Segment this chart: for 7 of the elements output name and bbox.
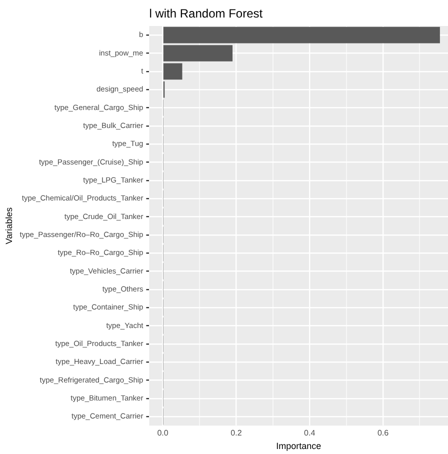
x-tick-label: 0.2 (230, 428, 242, 438)
x-tick-label: 0.0 (157, 428, 169, 438)
chart-title: l with Random Forest (149, 6, 264, 20)
x-tick-label: 0.6 (377, 428, 390, 438)
y-axis-title: Variables (4, 206, 14, 244)
x-tick-label: 0.4 (304, 428, 316, 438)
x-axis-title: Importance (276, 441, 322, 452)
